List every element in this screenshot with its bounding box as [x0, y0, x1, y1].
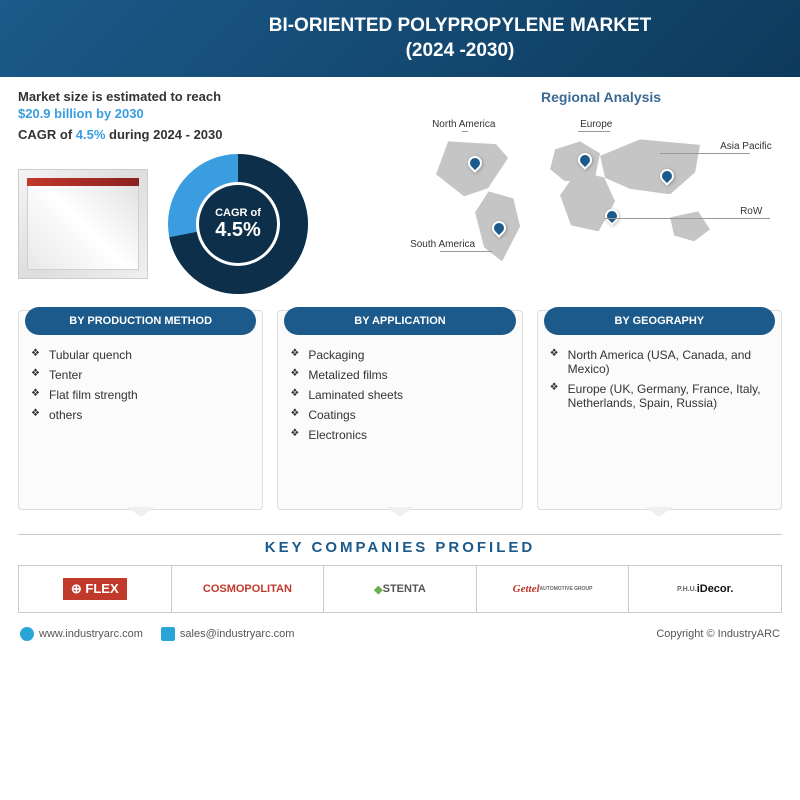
list-item: Coatings [290, 405, 509, 425]
company-logo: P.H.U.iDecor. [629, 566, 781, 612]
companies-section: KEY COMPANIES PROFILED ⊕ FLEXCOSMOPOLITA… [18, 534, 782, 613]
globe-icon [20, 627, 34, 641]
list-item: Europe (UK, Germany, France, Italy, Neth… [550, 379, 769, 413]
category-section: BY PRODUCTION METHOD Tubular quenchTenter… [0, 302, 800, 518]
market-cagr-line: CAGR of 4.5% during 2024 - 2030 [18, 127, 410, 142]
category-header: BY GEOGRAPHY [544, 307, 775, 335]
stat-row: CAGR of 4.5% [18, 154, 410, 294]
market-summary: Market size is estimated to reach $20.9 … [18, 89, 410, 294]
regional-title: Regional Analysis [420, 89, 782, 105]
region-label: Asia Pacific [720, 141, 772, 152]
footer-email: sales@industryarc.com [161, 627, 294, 641]
footer-website: www.industryarc.com [20, 627, 143, 641]
list-item: Metalized films [290, 365, 509, 385]
footer-copyright: Copyright © IndustryARC [656, 628, 780, 640]
mail-icon [161, 627, 175, 641]
list-item: Electronics [290, 425, 509, 445]
world-map: North AmericaEuropeAsia PacificRoWSouth … [420, 111, 782, 271]
list-item: Tenter [31, 365, 250, 385]
company-logo: ◆ STENTA [324, 566, 477, 612]
product-image [18, 169, 148, 279]
companies-title: KEY COMPANIES PROFILED [245, 539, 555, 556]
category-list: PackagingMetalized filmsLaminated sheets… [278, 345, 521, 445]
list-item: Laminated sheets [290, 385, 509, 405]
list-item: Tubular quench [31, 345, 250, 365]
category-list: Tubular quenchTenterFlat film strengthot… [19, 345, 262, 425]
company-row: ⊕ FLEXCOSMOPOLITAN◆ STENTAGettelAUTOMOTI… [18, 565, 782, 613]
category-header: BY PRODUCTION METHOD [25, 307, 256, 335]
market-value: $20.9 billion by 2030 [18, 106, 410, 121]
category-box: BY GEOGRAPHY North America (USA, Canada, … [537, 310, 782, 510]
donut-value: 4.5% [199, 219, 277, 242]
cagr-donut: CAGR of 4.5% [168, 154, 308, 294]
category-box: BY APPLICATION PackagingMetalized filmsLa… [277, 310, 522, 510]
page-header: BI-ORIENTED POLYPROPYLENE MARKET(2024 -2… [0, 0, 800, 77]
market-line1: Market size is estimated to reach [18, 89, 410, 104]
list-item: others [31, 405, 250, 425]
region-label: South America [410, 239, 475, 250]
top-section: Market size is estimated to reach $20.9 … [0, 77, 800, 302]
category-list: North America (USA, Canada, and Mexico)E… [538, 345, 781, 413]
list-item: Packaging [290, 345, 509, 365]
region-label: North America [432, 119, 495, 130]
company-logo: GettelAUTOMOTIVE GROUP [477, 566, 630, 612]
donut-label: CAGR of [199, 207, 277, 219]
category-box: BY PRODUCTION METHOD Tubular quenchTenter… [18, 310, 263, 510]
list-item: Flat film strength [31, 385, 250, 405]
category-header: BY APPLICATION [284, 307, 515, 335]
page-footer: www.industryarc.com sales@industryarc.co… [0, 613, 800, 655]
donut-center: CAGR of 4.5% [199, 185, 277, 263]
header-title: BI-ORIENTED POLYPROPYLENE MARKET(2024 -2… [140, 14, 780, 63]
list-item: North America (USA, Canada, and Mexico) [550, 345, 769, 379]
regional-analysis: Regional Analysis North America Europe Asi… [420, 89, 782, 294]
region-label: RoW [740, 206, 762, 217]
region-label: Europe [580, 119, 612, 130]
company-logo: ⊕ FLEX [19, 566, 172, 612]
company-logo: COSMOPOLITAN [172, 566, 325, 612]
